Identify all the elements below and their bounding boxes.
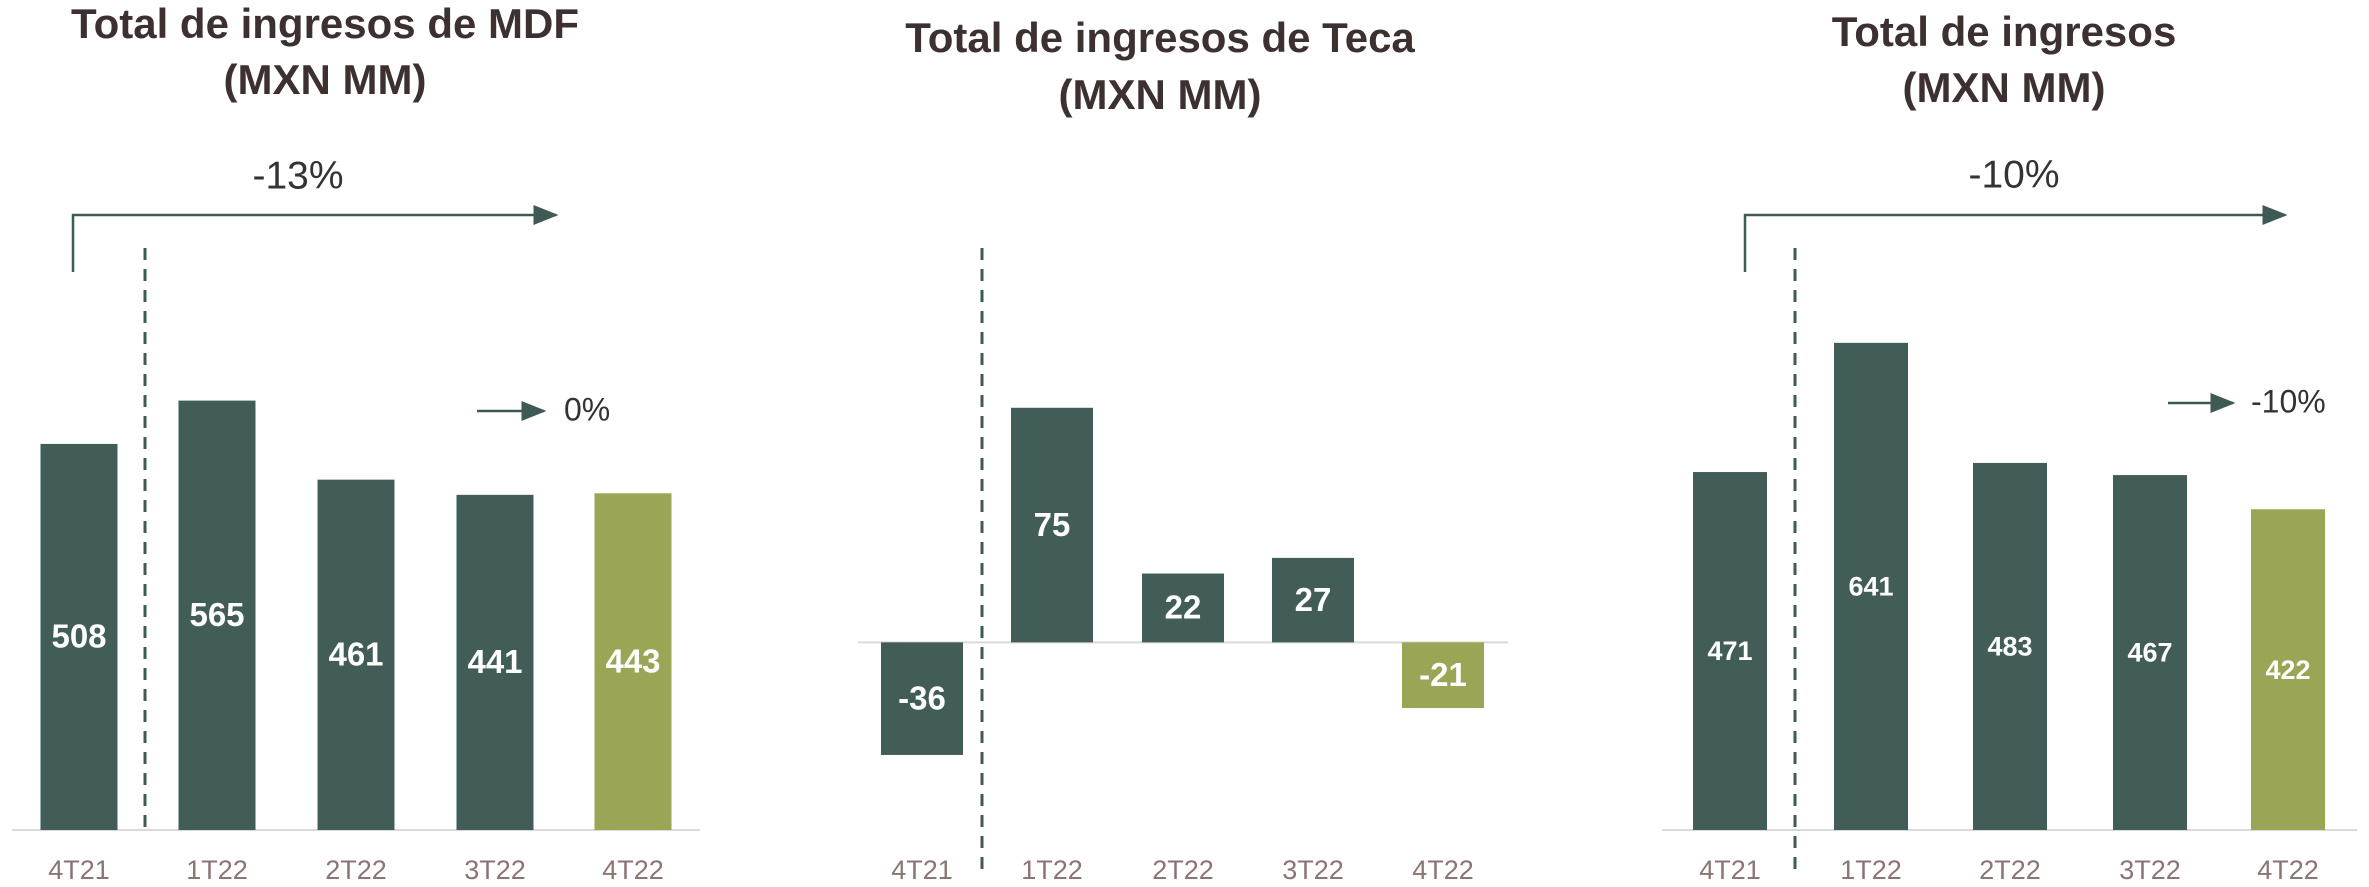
growth-label: -10% [1968,153,2059,196]
bar [1272,557,1354,643]
bar [178,400,256,830]
value-label: 22 [1165,589,1202,626]
x-tick-label: 1T22 [1840,855,1902,885]
x-tick-label: 3T22 [1282,855,1344,885]
growth-arrow [1743,205,2288,272]
value-label: 27 [1295,581,1332,618]
value-label: 422 [2265,655,2310,685]
value-label: 75 [1034,506,1071,543]
bar [881,642,963,755]
bar [594,493,672,830]
value-label: 441 [467,643,522,680]
x-tick-label: 4T21 [48,855,110,885]
x-tick-label: 4T21 [891,855,953,885]
growth-arrow [71,205,559,272]
bar [317,479,395,830]
chart-subtitle: (MXN MM) [1903,64,2106,111]
value-label: 641 [1848,572,1893,602]
value-label: 508 [51,618,106,655]
chart-subtitle: (MXN MM) [224,56,427,103]
bar [2113,475,2187,830]
x-tick-label: 3T22 [464,855,526,885]
bar [1142,573,1224,643]
value-label: 471 [1707,636,1752,666]
x-tick-label: 2T22 [325,855,387,885]
x-tick-label: 3T22 [2119,855,2181,885]
bar [1011,407,1093,643]
bar [1693,472,1767,830]
chart-title: Total de ingresos [1832,8,2177,55]
change-label: -10% [2251,383,2326,419]
x-tick-label: 4T21 [1699,855,1761,885]
value-label: 443 [605,642,660,679]
bar [40,443,118,830]
chart-subtitle: (MXN MM) [1059,71,1262,118]
growth-label: -13% [252,154,343,197]
x-tick-label: 4T22 [2257,855,2319,885]
bar [1973,462,2047,830]
bar [2251,509,2325,830]
value-label: 467 [2127,638,2172,668]
x-tick-label: 1T22 [1021,855,1083,885]
value-label: 565 [189,596,244,633]
bar [1402,642,1484,709]
value-label: 483 [1987,632,2032,662]
x-tick-label: 4T22 [1412,855,1474,885]
bar [456,494,534,830]
x-tick-label: 2T22 [1979,855,2041,885]
change-label: 0% [564,391,610,427]
chart-title: Total de ingresos de MDF [71,0,579,47]
x-tick-label: 4T22 [602,855,664,885]
value-label: -36 [898,679,946,716]
value-label: 461 [328,636,383,673]
x-tick-label: 2T22 [1152,855,1214,885]
bar [1834,342,1908,830]
chart-title: Total de ingresos de Teca [905,14,1415,61]
x-tick-label: 1T22 [186,855,248,885]
value-label: -21 [1419,656,1467,693]
